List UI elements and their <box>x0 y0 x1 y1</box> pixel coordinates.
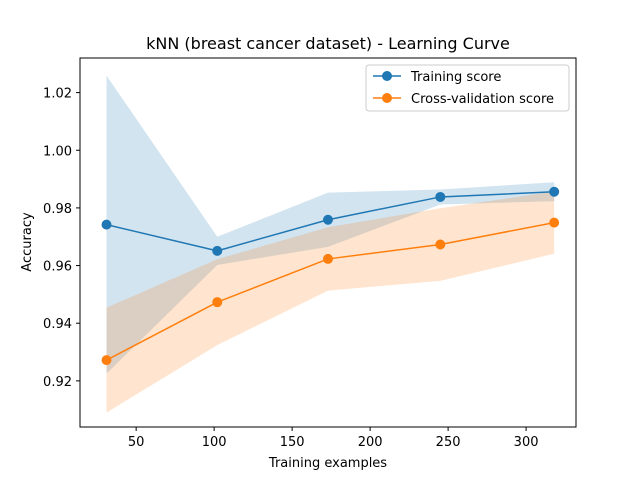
y-axis-ticks: 0.92 0.94 0.96 0.98 1.00 1.02 <box>43 87 80 390</box>
data-point-1-1 <box>212 297 223 308</box>
legend-label-1: Cross-validation score <box>411 92 554 107</box>
data-point-1-2 <box>323 253 333 264</box>
legend-items: Training score Cross-validation score <box>373 70 554 107</box>
data-point-0-2 <box>323 214 333 225</box>
data-point-1-0 <box>101 355 112 366</box>
data-point-0-1 <box>212 245 223 256</box>
y-tick-label-1: 0.94 <box>43 317 72 332</box>
x-axis-label: Training examples <box>268 456 387 471</box>
y-tick-label-0: 0.92 <box>43 375 72 390</box>
data-point-0-3 <box>435 191 446 202</box>
data-point-1-3 <box>435 239 446 250</box>
data-point-0-0 <box>101 219 112 230</box>
y-tick-label-4: 1.00 <box>43 144 72 159</box>
y-tick-label-3: 0.98 <box>43 202 72 217</box>
plot-area <box>79 57 577 428</box>
x-tick-label-2: 150 <box>280 435 305 450</box>
legend: Training score Cross-validation score <box>365 64 570 112</box>
x-tick-label-1: 100 <box>202 435 227 450</box>
x-tick-label-4: 250 <box>436 435 461 450</box>
y-axis-label: Accuracy <box>20 212 35 272</box>
legend-label-0: Training score <box>410 70 501 85</box>
confidence-bands <box>106 75 555 413</box>
confidence-band-0 <box>106 75 555 374</box>
chart-title: kNN (breast cancer dataset) - Learning C… <box>146 34 510 53</box>
data-point-0-4 <box>549 186 560 197</box>
y-tick-label-5: 1.02 <box>43 87 72 102</box>
legend-marker-0 <box>382 71 392 81</box>
legend-box <box>365 64 570 112</box>
legend-marker-1 <box>382 93 392 103</box>
y-tick-label-2: 0.96 <box>43 260 72 275</box>
x-tick-label-0: 50 <box>128 435 145 450</box>
data-point-1-4 <box>549 217 560 228</box>
x-axis-ticks: 50 100 150 200 250 300 <box>128 427 539 450</box>
x-tick-label-3: 200 <box>358 435 383 450</box>
series-points <box>101 186 560 366</box>
x-tick-label-5: 300 <box>514 435 539 450</box>
